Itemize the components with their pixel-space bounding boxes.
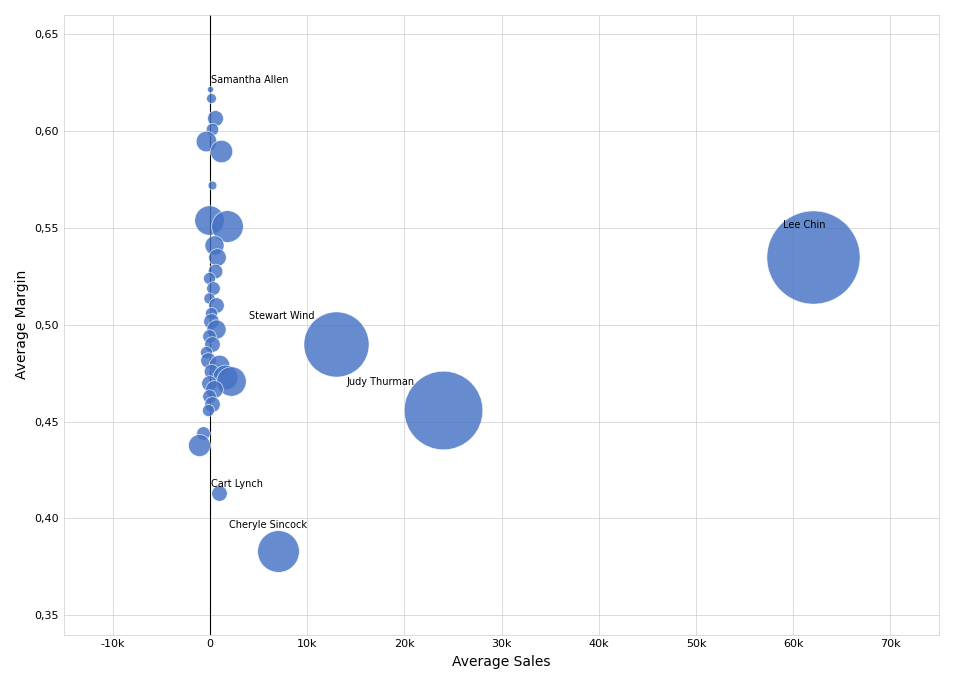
Point: [201, 273, 216, 284]
Text: Judy Thurman: Judy Thurman: [346, 377, 414, 387]
Y-axis label: Average Margin: Average Margin: [15, 270, 29, 380]
Point: [203, 93, 218, 104]
Point: [201, 391, 216, 402]
Point: [223, 376, 238, 386]
Point: [270, 546, 285, 557]
Point: [201, 215, 216, 226]
Point: [217, 371, 233, 382]
Point: [204, 308, 219, 319]
Text: Cheryle Sincock: Cheryle Sincock: [229, 520, 307, 530]
Point: [200, 404, 215, 415]
Point: [198, 135, 213, 146]
Point: [208, 324, 223, 334]
Point: [200, 354, 215, 365]
X-axis label: Average Sales: Average Sales: [452, 655, 550, 669]
Point: [206, 282, 221, 293]
Text: Cart Lynch: Cart Lynch: [211, 479, 263, 490]
Point: [204, 124, 219, 135]
Point: [204, 180, 219, 191]
Point: [209, 252, 224, 263]
Point: [213, 145, 228, 156]
Point: [211, 488, 226, 499]
Point: [201, 378, 216, 389]
Point: [211, 360, 226, 371]
Point: [208, 300, 223, 311]
Text: Stewart Wind: Stewart Wind: [249, 311, 314, 321]
Text: Lee Chin: Lee Chin: [782, 220, 825, 230]
Point: [204, 366, 219, 377]
Point: [203, 315, 218, 326]
Point: [206, 383, 221, 394]
Point: [436, 404, 451, 415]
Point: [195, 428, 211, 438]
Point: [205, 399, 220, 410]
Point: [328, 339, 343, 350]
Point: [201, 331, 216, 342]
Point: [201, 292, 216, 303]
Point: [207, 265, 222, 276]
Point: [804, 252, 820, 263]
Point: [207, 112, 222, 123]
Point: [205, 339, 220, 350]
Point: [192, 439, 207, 450]
Point: [198, 346, 213, 357]
Point: [219, 220, 234, 231]
Point: [206, 240, 221, 251]
Text: Samantha Allen: Samantha Allen: [212, 75, 289, 85]
Point: [202, 83, 217, 94]
